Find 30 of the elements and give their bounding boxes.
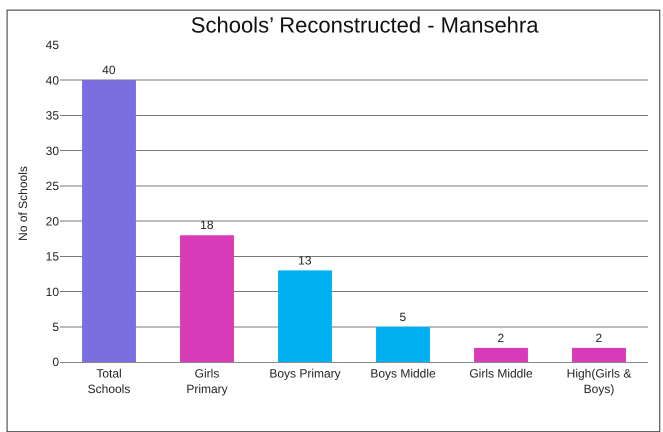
bar	[82, 80, 136, 362]
data-label: 2	[498, 330, 504, 345]
y-axis-title: No of Schools	[16, 166, 30, 241]
data-label: 13	[298, 253, 312, 268]
y-tick-label: 35	[46, 108, 60, 123]
bar	[474, 348, 528, 362]
y-tick-label: 45	[46, 38, 60, 52]
x-tick-label: Boys Primary	[269, 366, 341, 380]
data-label: 5	[400, 310, 406, 324]
y-tick-label: 15	[46, 250, 60, 264]
y-tick-label: 25	[46, 179, 60, 194]
x-tick-label: Girls Primary	[186, 366, 228, 396]
bar	[572, 348, 626, 362]
x-tick-label: Girls Middle	[469, 366, 533, 380]
y-tick-label: 5	[52, 320, 60, 334]
chart-title: Schools’ Reconstructed - Mansehra	[190, 12, 540, 38]
y-tick-label: 30	[46, 144, 60, 158]
data-label: 40	[102, 63, 116, 78]
x-tick-label: Boys Middle	[370, 366, 436, 380]
data-label: 2	[596, 330, 602, 345]
y-tick-label: 20	[46, 214, 60, 228]
bar	[180, 235, 234, 362]
data-label: 18	[200, 218, 214, 232]
y-tick-label: 0	[52, 355, 60, 370]
y-tick-label: 40	[46, 73, 60, 88]
x-tick-label: Total Schools	[88, 366, 130, 396]
bar	[376, 326, 430, 362]
bar	[278, 270, 332, 362]
y-tick-label: 10	[46, 284, 60, 299]
x-tick-label: High(Girls & Boys)	[566, 366, 632, 396]
